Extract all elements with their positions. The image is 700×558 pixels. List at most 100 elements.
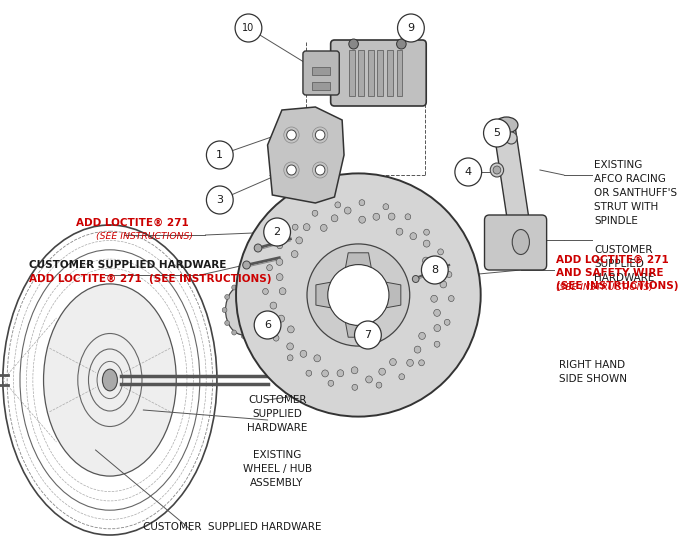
Circle shape bbox=[434, 309, 440, 316]
Text: RIGHT HAND
SIDE SHOWN: RIGHT HAND SIDE SHOWN bbox=[559, 360, 627, 384]
Circle shape bbox=[440, 281, 447, 288]
Circle shape bbox=[258, 295, 262, 300]
Bar bbox=[358, 50, 364, 96]
Circle shape bbox=[351, 367, 358, 374]
Text: 4: 4 bbox=[465, 167, 472, 177]
Circle shape bbox=[225, 295, 230, 300]
Circle shape bbox=[306, 370, 312, 376]
Text: 5: 5 bbox=[494, 128, 500, 138]
Text: 6: 6 bbox=[264, 320, 271, 330]
Circle shape bbox=[321, 309, 329, 317]
Circle shape bbox=[312, 210, 318, 217]
Bar bbox=[349, 50, 354, 96]
Circle shape bbox=[449, 296, 454, 301]
Text: ADD LOCTITE® 271  (SEE INSTRUCTIONS): ADD LOCTITE® 271 (SEE INSTRUCTIONS) bbox=[29, 274, 271, 284]
Text: EXISTING
AFCO RACING
OR SANTHUFF'S
STRUT WITH
SPINDLE: EXISTING AFCO RACING OR SANTHUFF'S STRUT… bbox=[594, 160, 678, 226]
Bar bbox=[312, 82, 330, 90]
Circle shape bbox=[293, 224, 298, 230]
Circle shape bbox=[291, 251, 298, 258]
Circle shape bbox=[376, 382, 382, 388]
Circle shape bbox=[419, 333, 426, 339]
Bar bbox=[387, 50, 393, 96]
Text: CUSTOMER
SUPPLIED
HARDWARE: CUSTOMER SUPPLIED HARDWARE bbox=[247, 395, 307, 433]
Circle shape bbox=[206, 186, 233, 214]
Circle shape bbox=[295, 262, 302, 270]
Circle shape bbox=[414, 346, 421, 353]
Circle shape bbox=[287, 343, 293, 350]
Ellipse shape bbox=[244, 250, 340, 360]
Text: CUSTOMER SUPPLIED HARDWARE: CUSTOMER SUPPLIED HARDWARE bbox=[29, 260, 226, 270]
Circle shape bbox=[410, 233, 416, 240]
Circle shape bbox=[446, 272, 452, 277]
Circle shape bbox=[396, 228, 403, 235]
Circle shape bbox=[316, 279, 324, 287]
Circle shape bbox=[265, 312, 271, 319]
Circle shape bbox=[398, 14, 424, 42]
Circle shape bbox=[281, 340, 288, 348]
Text: CUSTOMER  SUPPLIED HARDWARE: CUSTOMER SUPPLIED HARDWARE bbox=[144, 522, 322, 532]
Circle shape bbox=[278, 315, 285, 322]
Text: 10: 10 bbox=[242, 23, 255, 33]
Text: ADD LOCTITE® 271: ADD LOCTITE® 271 bbox=[76, 218, 189, 228]
Ellipse shape bbox=[43, 284, 176, 476]
Text: ADD LOCTITE® 271
AND SAFETY WIRE
(SEE INSTRUCTIONS): ADD LOCTITE® 271 AND SAFETY WIRE (SEE IN… bbox=[556, 255, 679, 291]
Ellipse shape bbox=[102, 369, 118, 391]
Circle shape bbox=[421, 256, 448, 284]
Circle shape bbox=[434, 325, 440, 331]
Bar bbox=[377, 50, 383, 96]
Circle shape bbox=[331, 215, 338, 222]
Text: 7: 7 bbox=[365, 330, 372, 340]
Ellipse shape bbox=[512, 229, 529, 254]
Circle shape bbox=[270, 302, 276, 309]
Circle shape bbox=[314, 355, 321, 362]
Circle shape bbox=[241, 281, 246, 286]
Ellipse shape bbox=[273, 284, 309, 326]
Circle shape bbox=[490, 163, 503, 177]
Circle shape bbox=[455, 158, 482, 186]
Circle shape bbox=[300, 350, 307, 357]
Circle shape bbox=[399, 374, 405, 380]
Circle shape bbox=[296, 237, 302, 244]
Circle shape bbox=[493, 166, 500, 174]
Circle shape bbox=[232, 285, 237, 290]
Circle shape bbox=[430, 295, 438, 302]
Circle shape bbox=[232, 330, 237, 335]
Circle shape bbox=[484, 119, 510, 147]
Circle shape bbox=[359, 216, 365, 223]
Circle shape bbox=[254, 244, 262, 252]
Circle shape bbox=[405, 214, 411, 220]
Circle shape bbox=[262, 288, 268, 295]
FancyBboxPatch shape bbox=[484, 215, 547, 270]
Circle shape bbox=[349, 39, 358, 49]
Bar bbox=[368, 50, 374, 96]
Circle shape bbox=[206, 141, 233, 169]
Polygon shape bbox=[267, 107, 344, 203]
Circle shape bbox=[307, 334, 314, 342]
Bar bbox=[312, 67, 330, 75]
Circle shape bbox=[273, 335, 279, 341]
Polygon shape bbox=[492, 120, 536, 265]
Text: CUSTOMER
SUPPLIED
HARDWARE: CUSTOMER SUPPLIED HARDWARE bbox=[594, 245, 654, 283]
Circle shape bbox=[287, 130, 296, 140]
Circle shape bbox=[438, 249, 444, 255]
Circle shape bbox=[251, 330, 256, 335]
Circle shape bbox=[276, 243, 283, 249]
Circle shape bbox=[264, 218, 290, 246]
Ellipse shape bbox=[225, 285, 262, 335]
Text: 2: 2 bbox=[274, 227, 281, 237]
Text: EXISTING
WHEEL / HUB
ASSEMBLY: EXISTING WHEEL / HUB ASSEMBLY bbox=[243, 450, 312, 488]
Circle shape bbox=[419, 360, 424, 366]
Circle shape bbox=[225, 320, 230, 325]
Circle shape bbox=[407, 359, 414, 367]
Circle shape bbox=[354, 321, 382, 349]
Circle shape bbox=[287, 165, 296, 175]
Bar bbox=[397, 50, 402, 96]
Circle shape bbox=[259, 323, 267, 331]
Circle shape bbox=[287, 355, 293, 361]
Circle shape bbox=[260, 307, 265, 312]
Circle shape bbox=[424, 229, 429, 235]
Circle shape bbox=[241, 334, 246, 339]
Text: 3: 3 bbox=[216, 195, 223, 205]
Circle shape bbox=[322, 370, 328, 377]
Circle shape bbox=[321, 224, 327, 232]
